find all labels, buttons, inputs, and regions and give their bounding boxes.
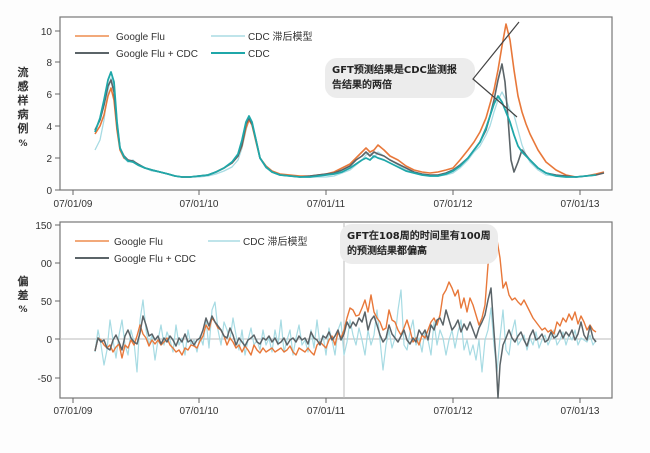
top-x-tick-labels: 07/01/09 07/01/10 07/01/11 07/01/12 07/0…: [54, 199, 600, 210]
svg-text:流: 流: [18, 65, 29, 79]
svg-text:%: %: [18, 305, 27, 315]
svg-text:2: 2: [46, 154, 52, 165]
svg-text:07/01/10: 07/01/10: [180, 406, 219, 417]
bottom-y-axis-label: 偏 差 %: [18, 274, 29, 315]
svg-text:Google Flu + CDC: Google Flu + CDC: [116, 49, 198, 60]
bottom-annotation: GFT在108周的时间里有100周 的预测结果都偏高: [340, 224, 498, 264]
series-google-flu-bias: [94, 233, 597, 359]
bottom-y-tick-labels: 150 00 50 0 -50: [35, 221, 52, 385]
top-y-tick-labels: 10 8 6 4 2 0: [41, 27, 53, 197]
bottom-legend: Google Flu Google Flu + CDC CDC 滞后模型: [75, 235, 307, 265]
svg-text:%: %: [18, 139, 27, 149]
svg-text:07/01/11: 07/01/11: [307, 406, 346, 417]
svg-text:病: 病: [18, 107, 29, 121]
top-y-axis-label: 流 感 样 病 例 %: [18, 65, 29, 149]
svg-text:-50: -50: [38, 374, 53, 385]
top-series: [94, 23, 605, 178]
bottom-x-ticks: [72, 398, 581, 403]
svg-text:偏: 偏: [18, 274, 29, 288]
svg-text:Google Flu: Google Flu: [116, 32, 165, 43]
annotation-pointer: [472, 21, 520, 118]
svg-text:CDC: CDC: [248, 49, 270, 60]
svg-text:4: 4: [46, 122, 52, 133]
top-annotation: GFT预测结果是CDC监测报 告结果的两倍: [325, 21, 520, 118]
svg-text:0: 0: [46, 335, 52, 346]
svg-text:8: 8: [46, 58, 52, 69]
top-annotation-bubble: [325, 58, 475, 98]
svg-text:的预测结果都偏高: 的预测结果都偏高: [347, 244, 427, 257]
series-cdc: [94, 71, 597, 178]
svg-text:07/01/11: 07/01/11: [307, 199, 346, 210]
svg-text:CDC 滞后模型: CDC 滞后模型: [248, 30, 312, 43]
bottom-plot-frame: [59, 221, 613, 399]
svg-text:07/01/09: 07/01/09: [54, 406, 93, 417]
svg-text:50: 50: [41, 297, 53, 308]
svg-text:10: 10: [41, 27, 53, 38]
svg-text:07/01/13: 07/01/13: [561, 406, 600, 417]
svg-text:GFT在108周的时间里有100周: GFT在108周的时间里有100周: [347, 229, 491, 242]
svg-text:07/01/09: 07/01/09: [54, 199, 93, 210]
svg-text:样: 样: [18, 93, 29, 107]
bottom-x-tick-labels: 07/01/09 07/01/10 07/01/11 07/01/12 07/0…: [54, 406, 600, 417]
svg-text:00: 00: [41, 259, 53, 270]
svg-text:告结果的两倍: 告结果的两倍: [332, 78, 392, 91]
svg-text:07/01/12: 07/01/12: [434, 406, 473, 417]
svg-text:例: 例: [18, 121, 29, 135]
series-google-flu-cdc-bias: [94, 287, 597, 399]
bottom-series: [94, 233, 597, 399]
series-cdc-lag-bias: [94, 289, 597, 373]
top-y-ticks: [55, 30, 60, 191]
svg-text:CDC 滞后模型: CDC 滞后模型: [243, 235, 307, 248]
svg-text:Google Flu: Google Flu: [114, 237, 163, 248]
bottom-chart: 偏 差 % 150 00 50 0 -50 07/01/09 07/01/10 …: [18, 221, 613, 417]
svg-text:GFT预测结果是CDC监测报: GFT预测结果是CDC监测报: [332, 63, 457, 76]
svg-text:差: 差: [18, 288, 29, 302]
svg-text:150: 150: [35, 221, 52, 232]
svg-text:07/01/12: 07/01/12: [434, 199, 473, 210]
svg-text:6: 6: [46, 90, 52, 101]
bottom-annotation-bubble: [340, 224, 498, 264]
svg-text:07/01/13: 07/01/13: [561, 199, 600, 210]
svg-text:0: 0: [46, 186, 52, 197]
top-legend: Google Flu Google Flu + CDC CDC 滞后模型 CDC: [75, 30, 312, 60]
bottom-y-ticks: [55, 224, 60, 379]
svg-text:感: 感: [18, 79, 29, 93]
svg-text:Google Flu + CDC: Google Flu + CDC: [114, 254, 196, 265]
svg-text:07/01/10: 07/01/10: [180, 199, 219, 210]
top-chart: 流 感 样 病 例 % 10 8 6 4 2 0 07/01/09: [18, 16, 613, 210]
top-x-ticks: [72, 190, 581, 195]
